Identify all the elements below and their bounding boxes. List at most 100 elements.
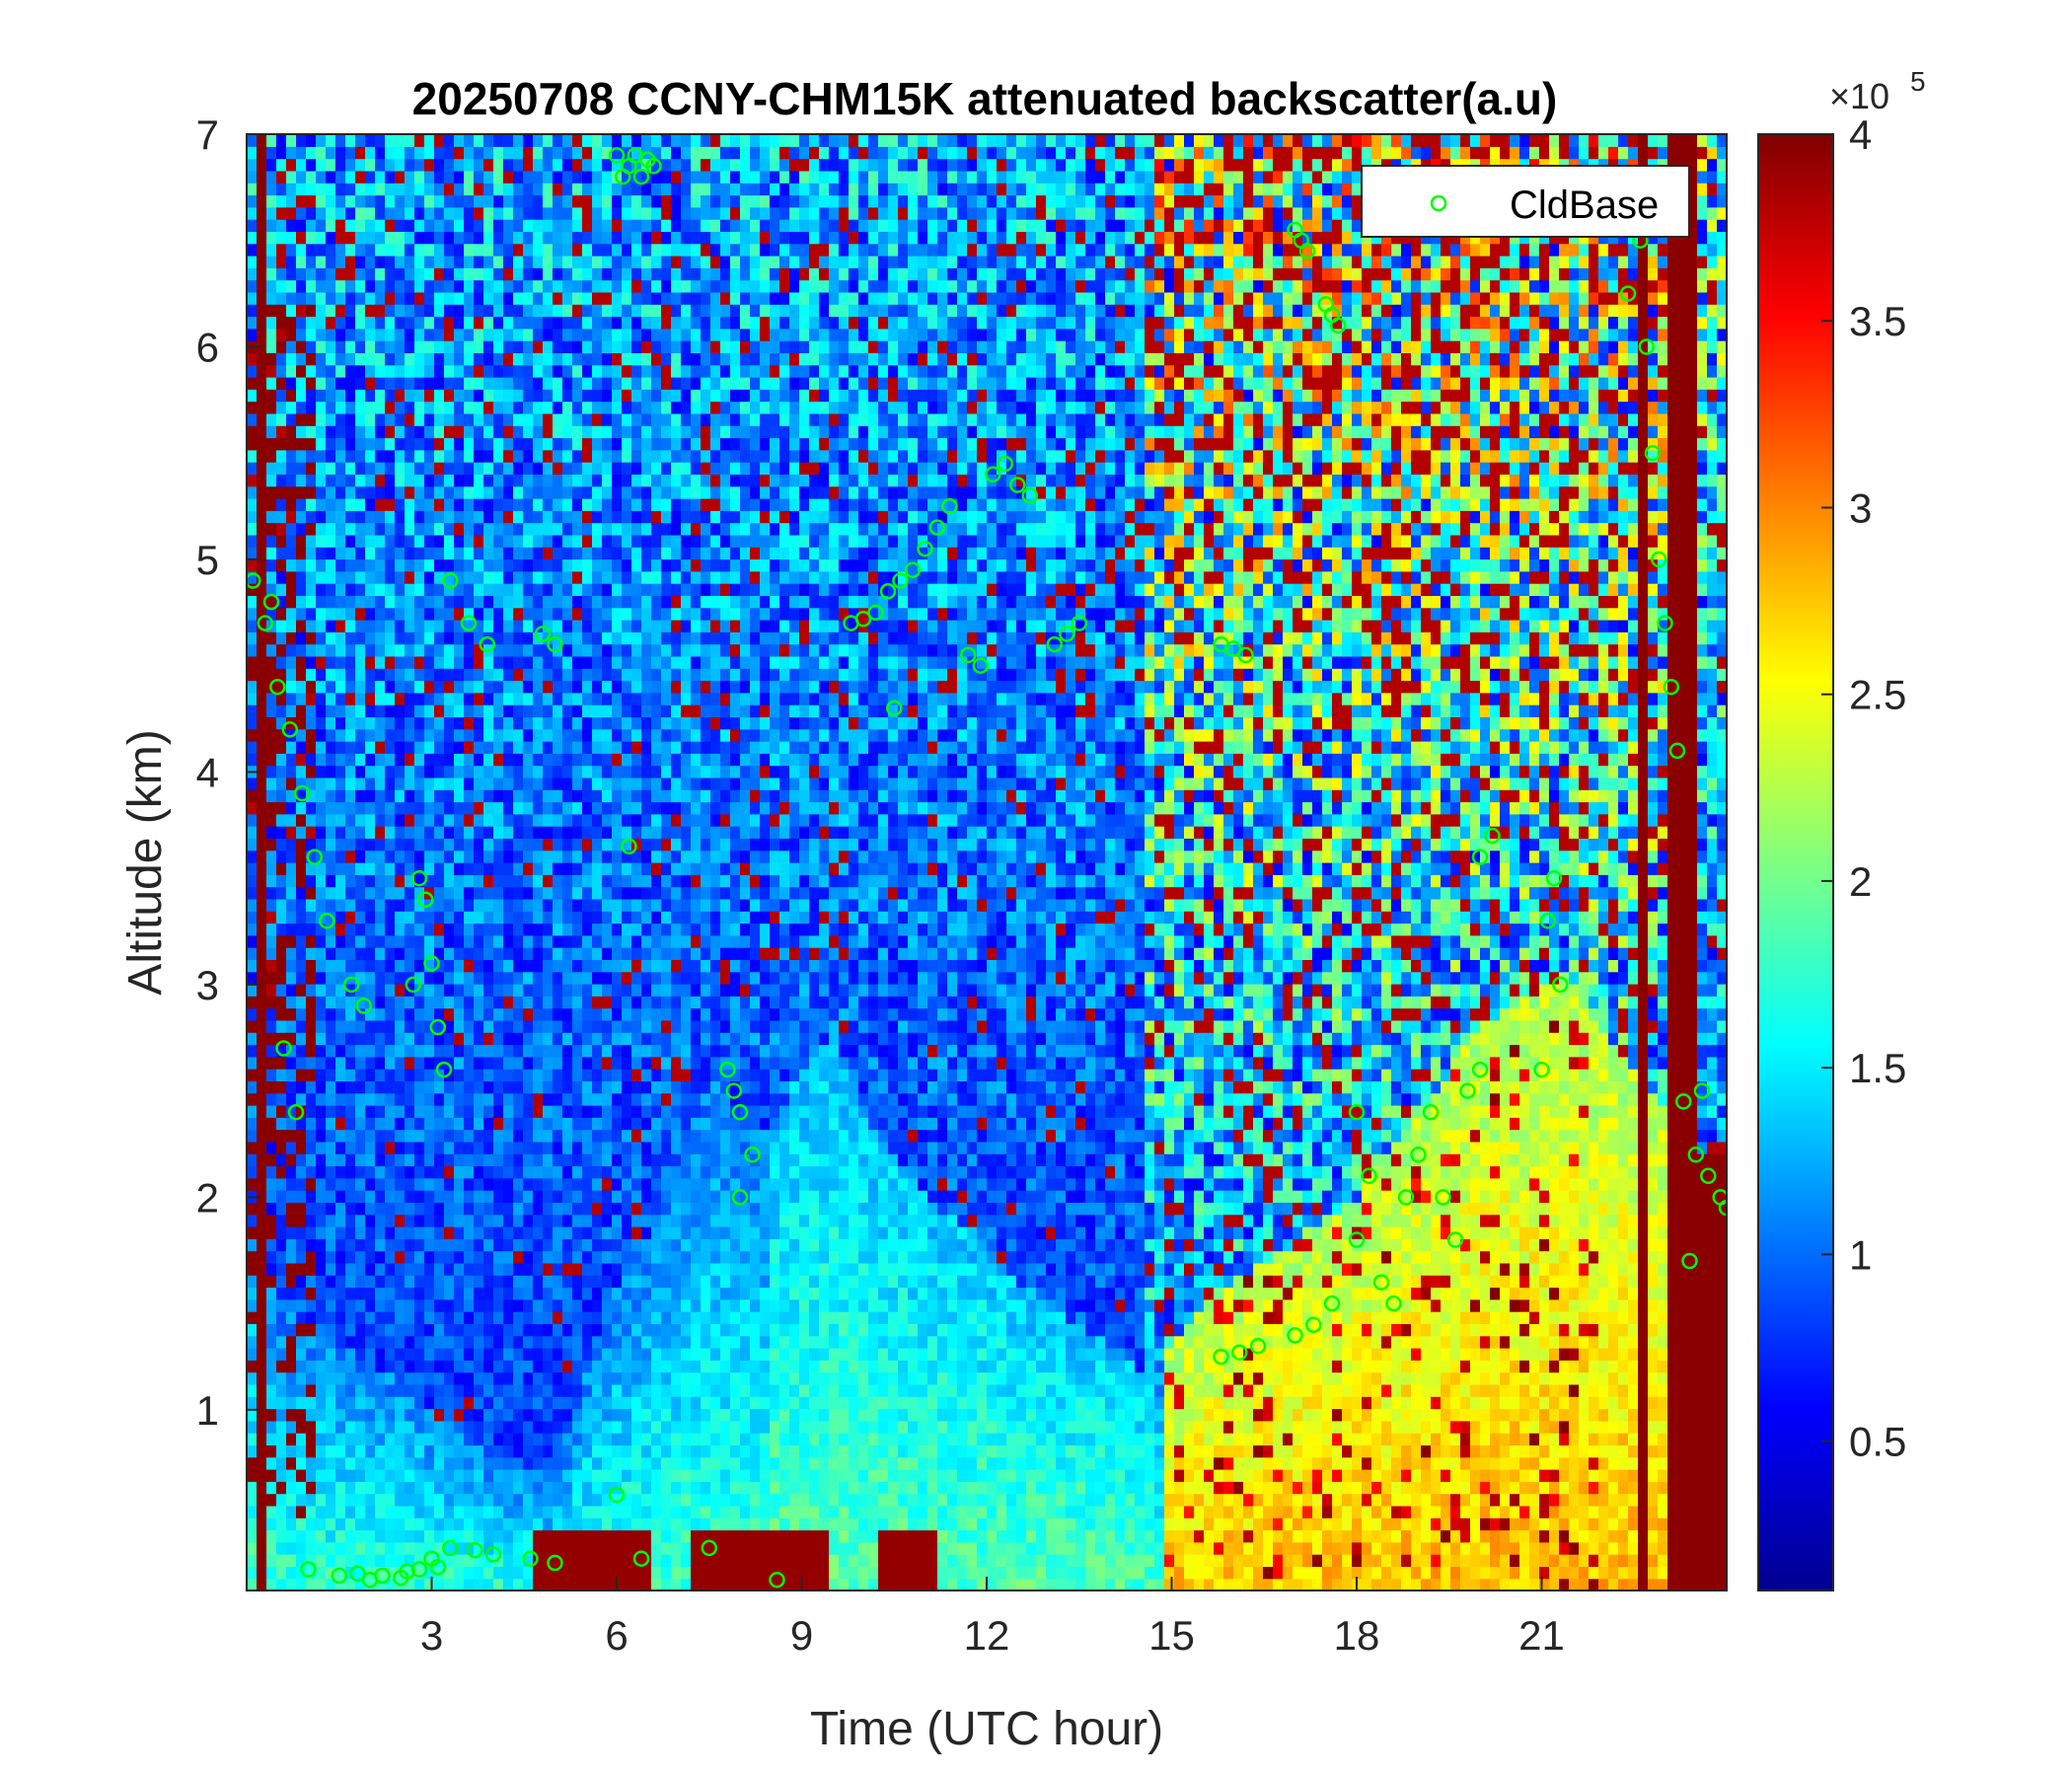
heatmap-cell	[602, 1177, 613, 1191]
heatmap-cell	[365, 789, 376, 803]
heatmap-cell	[257, 352, 267, 366]
heatmap-cell	[405, 510, 415, 524]
heatmap-cell	[582, 1456, 593, 1470]
heatmap-cell	[247, 595, 258, 609]
heatmap-cell	[562, 1117, 573, 1131]
heatmap-cell	[266, 655, 277, 669]
heatmap-cell	[651, 777, 662, 790]
heatmap-cell	[513, 971, 524, 985]
heatmap-cell	[612, 1092, 623, 1106]
heatmap-cell	[296, 1238, 307, 1252]
heatmap-cell	[257, 219, 267, 232]
heatmap-cell	[424, 947, 435, 960]
heatmap-cell	[316, 862, 327, 875]
heatmap-cell	[572, 340, 583, 353]
heatmap-cell	[296, 862, 307, 875]
heatmap-cell	[651, 1541, 662, 1555]
heatmap-cell	[335, 377, 346, 390]
heatmap-cell	[493, 146, 504, 160]
heatmap-cell	[582, 1311, 593, 1324]
heatmap-cell	[513, 1044, 524, 1058]
heatmap-cell	[543, 1408, 554, 1422]
heatmap-cell	[513, 449, 524, 463]
heatmap-cell	[523, 934, 534, 948]
heatmap-cell	[385, 741, 396, 754]
heatmap-cell	[503, 631, 514, 645]
heatmap-cell	[395, 850, 406, 863]
heatmap-cell	[533, 753, 544, 767]
heatmap-cell	[602, 401, 613, 414]
heatmap-cell	[444, 1456, 455, 1470]
heatmap-cell	[483, 765, 494, 778]
heatmap-cell	[631, 1007, 642, 1021]
heatmap-cell	[247, 643, 258, 657]
heatmap-cell	[562, 158, 573, 172]
heatmap-cell	[335, 996, 346, 1009]
heatmap-cell	[395, 874, 406, 888]
heatmap-cell	[375, 1505, 386, 1518]
heatmap-cell	[276, 194, 287, 208]
heatmap-cell	[582, 498, 593, 511]
heatmap-cell	[631, 801, 642, 815]
heatmap-cell	[257, 1141, 267, 1154]
heatmap-cell	[572, 1433, 583, 1445]
heatmap-cell	[503, 607, 514, 621]
heatmap-cell	[523, 728, 534, 742]
heatmap-cell	[582, 1190, 593, 1203]
heatmap-cell	[355, 485, 366, 499]
heatmap-cell	[316, 1165, 327, 1179]
heatmap-cell	[523, 668, 534, 682]
heatmap-cell	[493, 996, 504, 1009]
heatmap-cell	[572, 680, 583, 694]
heatmap-cell	[335, 1190, 346, 1203]
heatmap-cell	[395, 1371, 406, 1385]
heatmap-cell	[503, 1360, 514, 1373]
heatmap-cell	[414, 231, 425, 245]
heatmap-cell	[296, 474, 307, 487]
heatmap-cell	[503, 1505, 514, 1518]
heatmap-cell	[543, 498, 554, 511]
heatmap-cell	[345, 1080, 356, 1094]
heatmap-cell	[444, 522, 455, 536]
heatmap-cell	[385, 194, 396, 208]
heatmap-cell	[365, 1554, 376, 1567]
heatmap-cell	[523, 1105, 534, 1118]
heatmap-cell	[602, 1456, 613, 1470]
heatmap-cell	[493, 595, 504, 609]
heatmap-cell	[395, 1129, 406, 1143]
heatmap-cell	[395, 437, 406, 451]
heatmap-cell	[631, 583, 642, 596]
heatmap-cell	[562, 534, 573, 548]
heatmap-cell	[592, 1323, 603, 1337]
heatmap-cell	[355, 620, 366, 632]
heatmap-cell	[424, 1032, 435, 1046]
heatmap-cell	[474, 231, 484, 245]
heatmap-cell	[405, 340, 415, 353]
heatmap-cell	[562, 364, 573, 378]
heatmap-cell	[414, 874, 425, 888]
heatmap-cell	[385, 1177, 396, 1191]
heatmap-cell	[641, 1529, 652, 1543]
heatmap-cell	[562, 813, 573, 827]
heatmap-cell	[602, 1080, 613, 1094]
heatmap-cell	[612, 243, 623, 257]
heatmap-cell	[385, 765, 396, 778]
heatmap-cell	[335, 934, 346, 948]
heatmap-cell	[631, 206, 642, 220]
heatmap-cell	[444, 741, 455, 754]
heatmap-cell	[533, 364, 544, 378]
heatmap-cell	[405, 498, 415, 511]
heatmap-cell	[483, 412, 494, 426]
heatmap-cell	[395, 826, 406, 839]
heatmap-cell	[296, 1408, 307, 1422]
heatmap-cell	[286, 304, 297, 318]
heatmap-cell	[286, 1226, 297, 1239]
heatmap-cell	[296, 607, 307, 621]
heatmap-cell	[602, 377, 613, 390]
heatmap-cell	[414, 583, 425, 596]
heatmap-cell	[385, 1165, 396, 1179]
heatmap-cell	[335, 1554, 346, 1567]
heatmap-cell	[572, 898, 583, 912]
heatmap-cell	[414, 1202, 425, 1216]
heatmap-cell	[513, 1469, 524, 1482]
